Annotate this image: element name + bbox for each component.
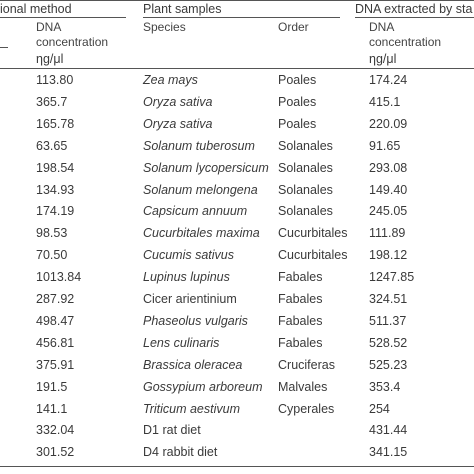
cell-conc-conventional: 198.54 (36, 161, 75, 175)
col-header-conc-right-line1: DNA (369, 20, 395, 34)
cell-conc-stabilized: 245.05 (369, 204, 408, 218)
cell-conc-stabilized: 254 (369, 402, 390, 416)
cell-species: Cucurbitales maxima (143, 226, 260, 240)
cell-species: Zea mays (143, 73, 198, 87)
cell-order: Poales (278, 117, 317, 131)
cell-conc-stabilized: 341.15 (369, 445, 408, 459)
cell-conc-stabilized: 415.1 (369, 95, 401, 109)
cell-conc-conventional: 174.19 (36, 204, 75, 218)
group-underline-stabilized (355, 17, 474, 18)
cell-order: Poales (278, 95, 317, 109)
col-header-conc-right-line2: concentration (369, 35, 442, 49)
cell-species: Gossypium arboreum (143, 380, 263, 394)
cell-conc-stabilized: 528.52 (369, 336, 408, 350)
group-header-conventional: ional method (0, 2, 72, 16)
cell-species: D1 rat diet (143, 423, 201, 437)
bottom-rule (0, 466, 474, 467)
cell-conc-stabilized: 111.89 (369, 226, 406, 240)
cell-conc-stabilized: 353.4 (369, 380, 401, 394)
cell-order: Fabales (278, 270, 323, 284)
cell-order: Cucurbitales (278, 226, 348, 240)
group-underline-conventional (0, 17, 126, 18)
group-header-plant: Plant samples (143, 2, 222, 16)
cell-species: Cucumis sativus (143, 248, 234, 262)
cell-conc-conventional: 63.65 (36, 139, 68, 153)
cell-conc-stabilized: 91.65 (369, 139, 401, 153)
cell-order: Malvales (278, 380, 328, 394)
left-stub-rule (0, 47, 8, 48)
cell-order: Fabales (278, 292, 323, 306)
cell-species: Lupinus lupinus (143, 270, 230, 284)
cell-species: Oryza sativa (143, 95, 213, 109)
col-header-order: Order (278, 20, 309, 34)
cell-conc-stabilized: 525.23 (369, 358, 408, 372)
unit-right: ηg/μl (369, 52, 397, 66)
cell-conc-stabilized: 511.37 (369, 314, 407, 328)
cell-conc-conventional: 165.78 (36, 117, 75, 131)
cell-conc-conventional: 456.81 (36, 336, 75, 350)
cell-conc-conventional: 365.7 (36, 95, 68, 109)
cell-conc-stabilized: 149.40 (369, 183, 408, 197)
top-rule (0, 0, 474, 1)
cell-species: Brassica oleracea (143, 358, 243, 372)
col-header-conc-left-line1: DNA (36, 20, 62, 34)
cell-species: Phaseolus vulgaris (143, 314, 248, 328)
cell-species: Capsicum annuum (143, 204, 248, 218)
cell-conc-conventional: 134.93 (36, 183, 75, 197)
cell-conc-stabilized: 198.12 (369, 248, 408, 262)
cell-conc-conventional: 1013.84 (36, 270, 82, 284)
cell-conc-stabilized: 293.08 (369, 161, 408, 175)
cell-conc-stabilized: 174.24 (369, 73, 408, 87)
cell-species: Oryza sativa (143, 117, 213, 131)
cell-order: Solanales (278, 139, 333, 153)
cell-species: Cicer arientinium (143, 292, 237, 306)
cell-order: Cruciferas (278, 358, 335, 372)
cell-species: Solanum tuberosum (143, 139, 255, 153)
cell-order: Cyperales (278, 402, 335, 416)
cell-order: Fabales (278, 314, 323, 328)
cell-species: Triticum aestivum (143, 402, 241, 416)
cell-species: Solanum melongena (143, 183, 258, 197)
cell-conc-conventional: 287.92 (36, 292, 75, 306)
cell-conc-conventional: 70.50 (36, 248, 68, 262)
cell-order: Solanales (278, 161, 333, 175)
cell-conc-conventional: 375.91 (36, 358, 75, 372)
cell-order: Solanales (278, 183, 333, 197)
cell-conc-stabilized: 431.44 (369, 423, 408, 437)
col-header-conc-left-line2: concentration (36, 35, 109, 49)
cell-species: D4 rabbit diet (143, 445, 218, 459)
cell-order: Poales (278, 73, 317, 87)
cell-conc-conventional: 498.47 (36, 314, 75, 328)
cell-order: Fabales (278, 336, 323, 350)
cell-conc-stabilized: 1247.85 (369, 270, 415, 284)
cell-conc-stabilized: 324.51 (369, 292, 408, 306)
col-header-species: Species (143, 20, 186, 34)
cell-species: Lens culinaris (143, 336, 220, 350)
cell-conc-stabilized: 220.09 (369, 117, 408, 131)
cell-conc-conventional: 98.53 (36, 226, 68, 240)
cell-conc-conventional: 301.52 (36, 445, 75, 459)
cell-species: Solanum lycopersicum (143, 161, 269, 175)
cell-conc-conventional: 113.80 (36, 73, 74, 87)
group-underline-plant (143, 17, 340, 18)
header-bottom-rule (0, 68, 474, 69)
group-header-stabilized: DNA extracted by sta (355, 2, 473, 16)
cell-conc-conventional: 191.5 (36, 380, 68, 394)
cell-conc-conventional: 141.1 (36, 402, 68, 416)
cell-conc-conventional: 332.04 (36, 423, 75, 437)
cell-order: Solanales (278, 204, 333, 218)
unit-left: ηg/μl (36, 52, 64, 66)
cell-order: Cucurbitales (278, 248, 348, 262)
